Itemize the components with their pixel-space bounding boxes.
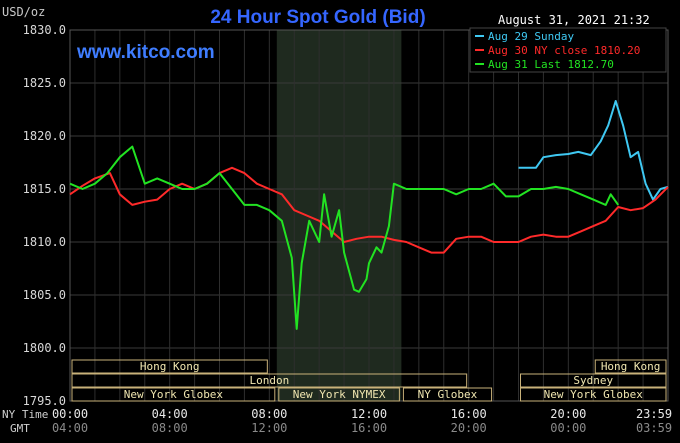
session-bar-label: New York Globex [544, 388, 644, 401]
session-bar [278, 387, 400, 402]
kitco-watermark: www.kitco.com [76, 42, 215, 63]
y-tick-label: 1800.0 [23, 341, 66, 355]
x-tick-label-gmt: 20:00 [451, 421, 487, 435]
x-tick-label-gmt: 04:00 [52, 421, 88, 435]
x-tick-label-gmt: 08:00 [152, 421, 188, 435]
y-tick-label: 1830.0 [23, 23, 66, 37]
session-bar-label: New York NYMEX [293, 388, 386, 401]
y-tick-label: 1810.0 [23, 235, 66, 249]
session-bar [520, 373, 667, 388]
series-line [69, 145, 620, 330]
chart-title: 24 Hour Spot Gold (Bid) [210, 7, 425, 28]
gmt-axis-label: GMT [10, 422, 30, 435]
ny-time-axis-label: NY Time [2, 408, 48, 421]
y-unit-label: USD/oz [2, 5, 45, 19]
session-bar [71, 359, 268, 374]
x-tick-label-ny: 08:00 [251, 407, 287, 421]
x-tick-label-gmt: 03:59 [636, 421, 672, 435]
y-tick-label: 1815.0 [23, 182, 66, 196]
y-tick-label: 1820.0 [23, 129, 66, 143]
session-bar-label: Hong Kong [601, 360, 661, 373]
x-tick-label-ny: 12:00 [351, 407, 387, 421]
series-line [69, 166, 669, 254]
x-tick-label-ny: 04:00 [152, 407, 188, 421]
session-bar-label: New York Globex [124, 388, 224, 401]
chart-timestamp: August 31, 2021 21:32 [498, 13, 650, 27]
x-tick-label-ny: 20:00 [550, 407, 586, 421]
session-bar-label: NY Globex [418, 388, 478, 401]
session-bar [402, 387, 493, 402]
x-tick-label-gmt: 16:00 [351, 421, 387, 435]
x-tick-label-gmt: 00:00 [550, 421, 586, 435]
x-tick-label-ny: 00:00 [52, 407, 88, 421]
session-bar [71, 373, 468, 388]
legend-entry: Aug 31 Last 1812.70 [488, 58, 614, 71]
session-bar [520, 387, 667, 402]
x-tick-label-ny: 23:59 [636, 407, 672, 421]
legend-box [469, 27, 667, 73]
session-bar-label: Sydney [573, 374, 613, 387]
y-tick-label: 1825.0 [23, 76, 66, 90]
session-bar [594, 359, 667, 374]
session-bar [71, 387, 276, 402]
y-tick-label: 1795.0 [23, 394, 66, 408]
legend-entry: Aug 30 NY close 1810.20 [488, 44, 640, 57]
legend-entry: Aug 29 Sunday [488, 30, 574, 43]
session-bar-label: London [249, 374, 289, 387]
y-tick-label: 1805.0 [23, 288, 66, 302]
session-bar-label: Hong Kong [140, 360, 200, 373]
x-tick-label-ny: 16:00 [451, 407, 487, 421]
series-line [518, 100, 669, 201]
x-tick-label-gmt: 12:00 [251, 421, 287, 435]
